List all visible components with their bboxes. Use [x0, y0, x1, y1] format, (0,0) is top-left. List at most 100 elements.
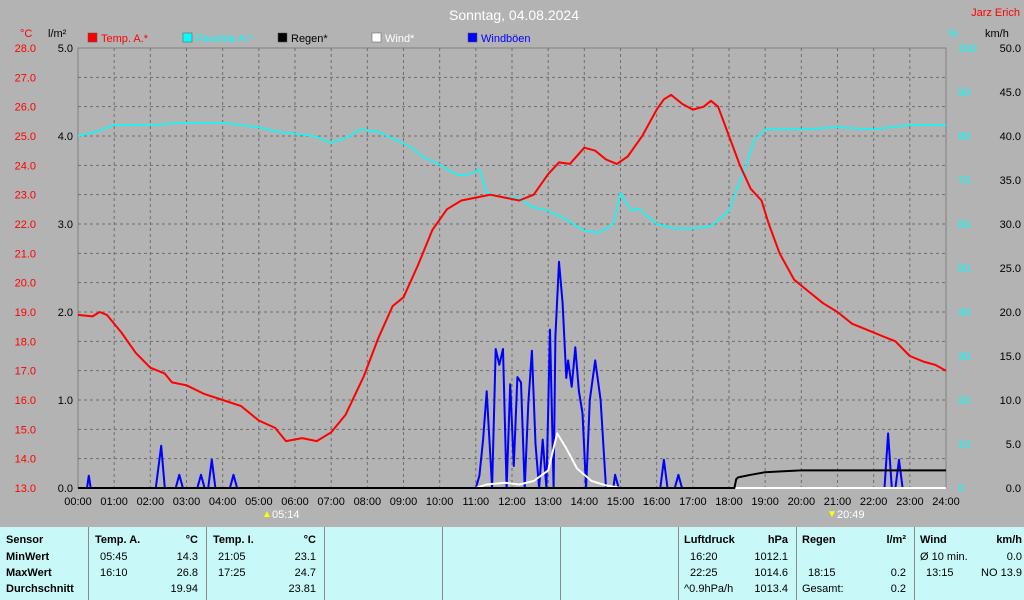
legend: Temp. A.* Feuchte A.* Regen* Wind* Windböen — [87, 32, 531, 45]
temp-tick-label: 27.0 — [15, 72, 36, 84]
legend-swatch — [467, 32, 478, 43]
humidity-tick-label: 30 — [958, 351, 970, 363]
humidity-unit-label: % — [948, 28, 958, 40]
temp-tick-label: 14.0 — [15, 454, 36, 466]
temp-i-max-value: 24.7 — [294, 567, 316, 579]
x-tick-label: 10:00 — [426, 496, 454, 508]
pressure-min-time: 16:20 — [690, 551, 718, 563]
legend-swatch — [87, 32, 98, 43]
rain-total-value: 0.2 — [890, 583, 906, 595]
row-label-min: MinWert — [6, 551, 50, 563]
temp-a-min-time: 05:45 — [100, 551, 128, 563]
wind-tick-label: 25.0 — [1000, 263, 1021, 275]
x-tick-label: 00:00 — [64, 496, 92, 508]
wind-max-time: 13:15 — [926, 567, 954, 579]
rain-tick-label: 3.0 — [58, 219, 73, 231]
temp-i-avg-value: 23.81 — [288, 583, 316, 595]
humidity-tick-label: 90 — [958, 87, 970, 99]
rain-tick-label: 0.0 — [58, 483, 73, 495]
x-tick-label: 16:00 — [643, 496, 671, 508]
humidity-tick-label: 0 — [958, 483, 964, 495]
temp-tick-label: 26.0 — [15, 102, 36, 114]
legend-label: Regen* — [291, 33, 328, 45]
sunset-marker: ▼ 20:49 — [827, 509, 865, 521]
wind-tick-label: 0.0 — [1006, 483, 1021, 495]
sunrise-time: 05:14 — [272, 509, 300, 521]
wind-line — [78, 432, 946, 489]
x-tick-label: 03:00 — [173, 496, 201, 508]
temp-a-max-time: 16:10 — [100, 567, 128, 579]
temp-tick-label: 24.0 — [15, 160, 36, 172]
temp-tick-label: 13.0 — [15, 483, 36, 495]
temp-tick-label: 21.0 — [15, 248, 36, 260]
rain-line — [78, 469, 946, 489]
rain-total-label: Gesamt: — [802, 583, 844, 595]
x-tick-label: 14:00 — [571, 496, 599, 508]
temp-tick-label: 28.0 — [15, 43, 36, 55]
wind-tick-label: 45.0 — [1000, 87, 1021, 99]
x-tick-label: 12:00 — [498, 496, 526, 508]
rain-unit-label: l/m² — [48, 28, 67, 40]
wind-max-value: NO 13.9 — [981, 567, 1022, 579]
wind-tick-label: 40.0 — [1000, 131, 1021, 143]
rain-tick-label: 2.0 — [58, 307, 73, 319]
wind-tick-label: 10.0 — [1000, 395, 1021, 407]
temp-tick-label: 25.0 — [15, 131, 36, 143]
rain-header: Regen — [802, 534, 836, 546]
pressure-trend: ^0.9hPa/h — [684, 583, 734, 595]
temp-a-avg-value: 19.94 — [170, 583, 198, 595]
temp-tick-label: 18.0 — [15, 336, 36, 348]
rain-max-value: 0.2 — [890, 567, 906, 579]
humidity-tick-label: 70 — [958, 175, 970, 187]
wind-unit-label: km/h — [985, 28, 1009, 40]
x-tick-label: 02:00 — [137, 496, 165, 508]
pressure-header: Luftdruck — [684, 534, 735, 546]
wind-tick-label: 15.0 — [1000, 351, 1021, 363]
temp-tick-label: 19.0 — [15, 307, 36, 319]
temp-tick-label: 15.0 — [15, 424, 36, 436]
temp-i-min-value: 23.1 — [294, 551, 316, 563]
temp-i-unit: °C — [303, 534, 316, 546]
legend-swatch — [371, 32, 382, 43]
x-tick-label: 24:00 — [932, 496, 960, 508]
temp-a-unit: °C — [185, 534, 198, 546]
series-layer — [77, 93, 947, 489]
rain-tick-label: 1.0 — [58, 395, 73, 407]
legend-label: Feuchte A.* — [196, 33, 254, 45]
x-tick-label: 01:00 — [100, 496, 128, 508]
temp-tick-label: 17.0 — [15, 366, 36, 378]
grid — [78, 48, 946, 488]
x-tick-label: 13:00 — [534, 496, 562, 508]
humidity-line — [77, 122, 946, 234]
x-tick-label: 20:00 — [788, 496, 816, 508]
temp-i-min-time: 21:05 — [218, 551, 246, 563]
wind-tick-label: 20.0 — [1000, 307, 1021, 319]
temp-tick-label: 16.0 — [15, 395, 36, 407]
humidity-tick-label: 50 — [958, 263, 970, 275]
legend-swatch — [277, 32, 288, 43]
author-label: Jarz Erich — [971, 7, 1020, 19]
pressure-max-time: 22:25 — [690, 567, 718, 579]
axes: 00:00 01:00 02:00 03:00 04:00 05:00 06:00 07:00… — [15, 43, 1021, 508]
x-tick-label: 04:00 — [209, 496, 237, 508]
x-tick-label: 15:00 — [607, 496, 635, 508]
row-label-max: MaxWert — [6, 567, 52, 579]
pressure-min-value: 1012.1 — [754, 551, 788, 563]
sunset-icon: ▼ — [827, 509, 837, 520]
rain-unit: l/m² — [886, 534, 906, 546]
row-label-avg: Durchschnitt — [6, 583, 74, 595]
wind-tick-label: 35.0 — [1000, 175, 1021, 187]
x-tick-label: 21:00 — [824, 496, 852, 508]
sensor-header: Sensor — [6, 534, 44, 546]
humidity-tick-label: 60 — [958, 219, 970, 231]
wind-tick-label: 30.0 — [1000, 219, 1021, 231]
temperature-line — [77, 93, 947, 443]
temp-tick-label: 20.0 — [15, 278, 36, 290]
temp-i-header: Temp. I. — [213, 534, 254, 546]
sunrise-marker: ▲ 05:14 — [262, 509, 300, 521]
humidity-tick-label: 10 — [958, 439, 970, 451]
humidity-tick-label: 80 — [958, 131, 970, 143]
pressure-max-value: 1014.6 — [754, 567, 788, 579]
x-tick-label: 11:00 — [462, 496, 489, 508]
x-tick-label: 22:00 — [860, 496, 888, 508]
